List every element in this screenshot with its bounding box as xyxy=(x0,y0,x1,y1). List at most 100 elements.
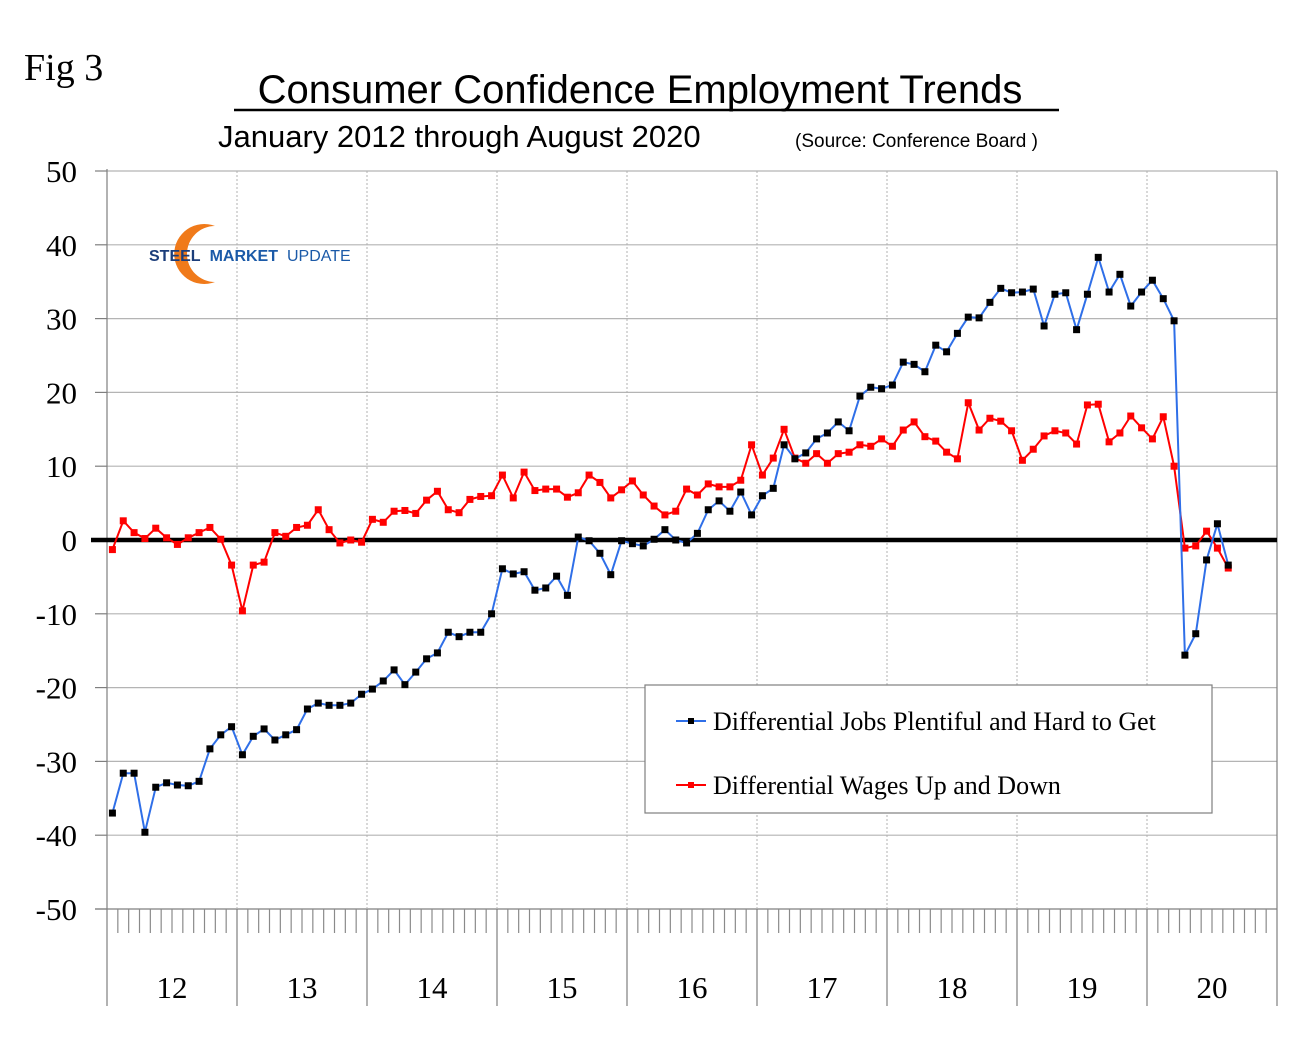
data-point xyxy=(867,442,875,450)
data-point xyxy=(975,426,983,434)
data-point xyxy=(347,699,355,707)
data-point xyxy=(531,586,539,594)
legend-box xyxy=(644,684,1213,814)
data-point xyxy=(661,526,669,534)
data-point xyxy=(693,529,701,537)
data-point xyxy=(314,699,322,707)
chart-subtitle: January 2012 through August 2020 xyxy=(218,119,701,154)
data-point xyxy=(813,435,821,443)
ytick-label: 0 xyxy=(62,523,78,558)
ytick-label: 20 xyxy=(46,375,77,410)
data-point xyxy=(1040,432,1048,440)
ytick-label: -10 xyxy=(36,597,77,632)
data-point xyxy=(1105,438,1113,446)
data-point xyxy=(780,441,788,449)
data-point xyxy=(1181,544,1189,552)
logo-word-market: MARKET xyxy=(210,248,279,265)
steel-market-update-logo: STEEL MARKET UPDATE xyxy=(149,224,351,284)
data-point xyxy=(1138,424,1146,432)
data-point xyxy=(293,523,301,531)
data-point xyxy=(553,572,561,580)
data-point xyxy=(336,539,344,547)
data-point xyxy=(823,459,831,467)
legend-swatch-wages-marker xyxy=(688,782,694,788)
data-point xyxy=(1051,290,1059,298)
data-point xyxy=(108,809,116,817)
data-point xyxy=(791,455,799,463)
data-point xyxy=(1170,317,1178,325)
data-point xyxy=(1094,400,1102,408)
data-point xyxy=(444,506,452,514)
data-point xyxy=(607,571,615,579)
data-point xyxy=(238,751,246,759)
data-point xyxy=(1127,302,1135,310)
data-point xyxy=(1029,285,1037,293)
data-point xyxy=(661,511,669,519)
chart-title: Consumer Confidence Employment Trends xyxy=(258,68,1023,112)
data-point xyxy=(596,549,604,557)
data-point xyxy=(986,414,994,422)
data-point xyxy=(347,536,355,544)
data-point xyxy=(585,537,593,545)
data-point xyxy=(563,591,571,599)
data-point xyxy=(325,701,333,709)
series xyxy=(108,253,1232,836)
data-point xyxy=(466,495,474,503)
data-point xyxy=(715,497,723,505)
data-point xyxy=(163,534,171,542)
ytick-label: -40 xyxy=(36,818,77,853)
data-point xyxy=(368,685,376,693)
data-point xyxy=(878,385,886,393)
data-point xyxy=(997,284,1005,292)
data-point xyxy=(921,433,929,441)
data-point xyxy=(618,537,626,545)
data-point xyxy=(910,418,918,426)
data-point xyxy=(823,429,831,437)
data-point xyxy=(423,496,431,504)
data-point xyxy=(1083,401,1091,409)
data-point xyxy=(1051,427,1059,435)
data-point xyxy=(477,492,485,500)
data-point xyxy=(1159,413,1167,421)
data-point xyxy=(390,666,398,674)
data-point xyxy=(910,360,918,368)
data-point xyxy=(715,483,723,491)
data-point xyxy=(1062,429,1070,437)
data-point xyxy=(238,607,246,615)
figure-label: Fig 3 xyxy=(24,47,103,89)
data-point xyxy=(867,383,875,391)
data-point xyxy=(1127,412,1135,420)
year-label: 19 xyxy=(1067,970,1098,1005)
data-point xyxy=(758,471,766,479)
data-point xyxy=(650,502,658,510)
logo-word-update: UPDATE xyxy=(287,248,351,265)
data-point xyxy=(574,533,582,541)
data-point xyxy=(563,493,571,501)
data-point xyxy=(953,455,961,463)
data-point xyxy=(1116,429,1124,437)
data-point xyxy=(737,488,745,496)
year-label: 18 xyxy=(937,970,968,1005)
data-point xyxy=(726,507,734,515)
series-jobs xyxy=(108,253,1232,836)
data-point xyxy=(184,782,192,790)
data-point xyxy=(108,546,116,554)
ytick-label: 40 xyxy=(46,228,77,263)
data-point xyxy=(141,828,149,836)
data-point xyxy=(1116,270,1124,278)
data-point xyxy=(130,529,138,537)
data-point xyxy=(173,781,181,789)
data-point xyxy=(368,515,376,523)
data-point xyxy=(401,506,409,514)
data-point xyxy=(618,486,626,494)
data-point xyxy=(433,487,441,495)
logo-word-steel: STEEL xyxy=(149,248,201,265)
data-point xyxy=(704,480,712,488)
data-point xyxy=(748,511,756,519)
data-point xyxy=(1029,445,1037,453)
year-label: 17 xyxy=(807,970,838,1005)
data-point xyxy=(1213,544,1221,552)
legend-label-wages: Differential Wages Up and Down xyxy=(713,771,1061,800)
legend: Differential Jobs Plentiful and Hard to … xyxy=(644,684,1213,814)
data-point xyxy=(834,418,842,426)
